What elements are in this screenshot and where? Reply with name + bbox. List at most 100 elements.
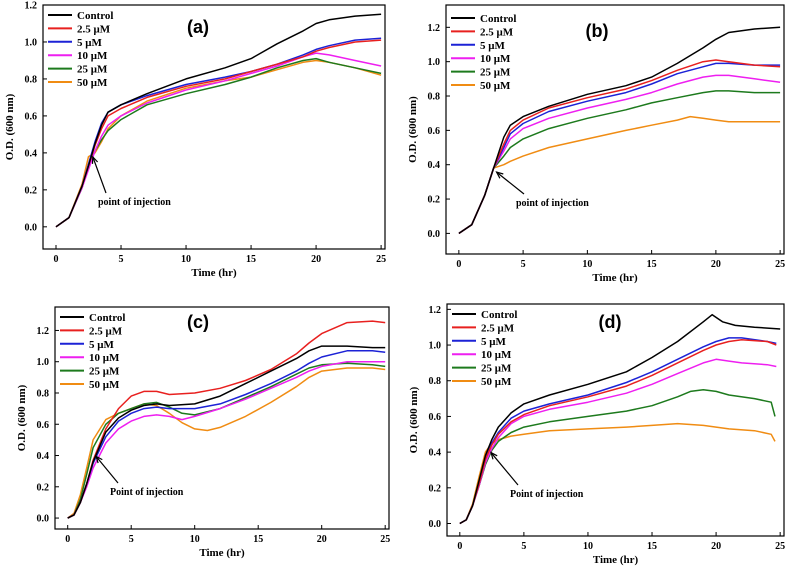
panel-0: 0 5 10 15 20 25 0.0 0.2 0.4 0.6 0.8 1.0 1.2 Time (hr)… (4, 1, 386, 280)
y-tick-label: 0.8 (25, 74, 38, 85)
x-tick-label: 0 (456, 259, 461, 270)
legend-label: 25 μM (89, 366, 120, 378)
injection-arrow-line (92, 156, 107, 194)
x-tick-label: 0 (54, 254, 59, 265)
injection-arrow-line (496, 171, 525, 195)
legend-label: 5 μM (481, 336, 506, 348)
y-tick-label: 1.0 (428, 57, 441, 68)
legend-label: 2.5 μM (481, 322, 515, 334)
legend-label: Control (481, 309, 517, 321)
y-tick-label: 0.4 (25, 148, 38, 159)
x-tick-label: 20 (317, 534, 327, 545)
legend-label: 10 μM (89, 352, 120, 364)
series-line-control (459, 313, 781, 525)
series-group (55, 13, 382, 228)
y-tick-label: 0.0 (428, 229, 441, 240)
series-line-25-m (67, 362, 386, 519)
x-tick-label: 0 (65, 534, 70, 545)
injection-arrow-head (495, 171, 504, 179)
x-tick-label: 20 (311, 254, 321, 265)
legend-label: 50 μM (89, 379, 120, 391)
y-tick-label: 0.6 (429, 412, 442, 423)
legend-label: 10 μM (481, 349, 512, 361)
x-tick-label: 10 (181, 254, 191, 265)
panel-label: (d) (599, 312, 622, 332)
y-axis-title: O.D. (600 nm) (408, 386, 420, 453)
legend-label: Control (77, 10, 113, 22)
x-axis-title: Time (hr) (592, 272, 638, 284)
x-tick-label: 5 (129, 534, 134, 545)
y-tick-label: 1.2 (429, 305, 442, 316)
panel-2: 0 5 10 15 20 25 0.0 0.2 0.4 0.6 0.8 1.0 1.2 Time (hr)… (16, 306, 390, 559)
legend-label: 10 μM (480, 53, 511, 65)
legend-label: 50 μM (480, 80, 511, 92)
panel-1: 0 5 10 15 20 25 0.0 0.2 0.4 0.6 0.8 1.0 1.2 Time (hr)… (407, 4, 785, 284)
legend-label: Control (89, 312, 125, 324)
y-tick-label: 1.2 (25, 1, 38, 12)
series-line-50-m (459, 422, 776, 525)
series-line-control (67, 345, 386, 519)
y-axis-title: O.D. (600 nm) (16, 384, 28, 451)
x-tick-label: 10 (583, 541, 593, 552)
legend-label: 25 μM (77, 64, 108, 76)
legend-label: 2.5 μM (89, 325, 123, 337)
series-line-control (55, 13, 382, 228)
series-line-2-5-m (459, 338, 777, 525)
plot-frame (445, 4, 785, 255)
series-line-50-m (67, 367, 386, 519)
legend-label: 5 μM (89, 339, 114, 351)
x-tick-label: 25 (380, 534, 390, 545)
x-tick-label: 20 (711, 259, 721, 270)
x-tick-label: 10 (582, 259, 592, 270)
series-line-50-m (55, 59, 382, 228)
plot-frame (446, 303, 785, 537)
x-tick-label: 25 (775, 541, 785, 552)
legend-label: 25 μM (480, 67, 511, 79)
y-tick-label: 0.6 (428, 126, 441, 137)
y-tick-label: 0.2 (429, 483, 442, 494)
y-tick-label: 0.6 (25, 111, 38, 122)
x-tick-label: 25 (376, 254, 386, 265)
x-tick-label: 20 (711, 541, 721, 552)
injection-arrow-head (95, 455, 103, 464)
y-tick-label: 0.2 (25, 185, 38, 196)
y-tick-label: 0.0 (429, 519, 442, 530)
series-line-10-m (458, 74, 781, 235)
series-group (459, 313, 781, 525)
plot-frame (54, 306, 390, 530)
y-tick-label: 1.0 (37, 357, 50, 368)
x-tick-label: 15 (246, 254, 256, 265)
y-tick-label: 0.4 (428, 160, 441, 171)
y-tick-label: 0.2 (37, 482, 50, 493)
legend-label: 5 μM (480, 40, 505, 52)
x-tick-label: 15 (647, 541, 657, 552)
series-line-50-m (458, 115, 781, 235)
series-line-25-m (459, 388, 776, 525)
legend-label: 2.5 μM (77, 23, 111, 35)
panel-label: (b) (586, 21, 609, 41)
x-tick-label: 25 (775, 259, 785, 270)
injection-arrow-head (490, 451, 498, 460)
y-axis-title: O.D. (600 nm) (407, 96, 419, 163)
plot-frame (42, 4, 386, 250)
series-line-10-m (67, 360, 386, 519)
panel-3: 0 5 10 15 20 25 0.0 0.2 0.4 0.6 0.8 1.0 1.2 Time (hr)… (408, 303, 785, 566)
y-tick-label: 0.2 (428, 195, 441, 206)
legend-label: 50 μM (77, 77, 108, 89)
y-tick-label: 0.0 (25, 222, 38, 233)
x-axis-title: Time (hr) (199, 547, 245, 559)
legend-label: 2.5 μM (480, 26, 514, 38)
legend-label: 25 μM (481, 363, 512, 375)
y-axis-title: O.D. (600 nm) (4, 93, 16, 160)
panel-label: (a) (187, 17, 209, 37)
legend-label: Control (480, 13, 516, 25)
x-tick-label: 5 (521, 259, 526, 270)
y-tick-label: 0.6 (37, 420, 50, 431)
series-line-control (458, 26, 781, 235)
legend-label: 10 μM (77, 50, 108, 62)
series-group (458, 26, 781, 235)
